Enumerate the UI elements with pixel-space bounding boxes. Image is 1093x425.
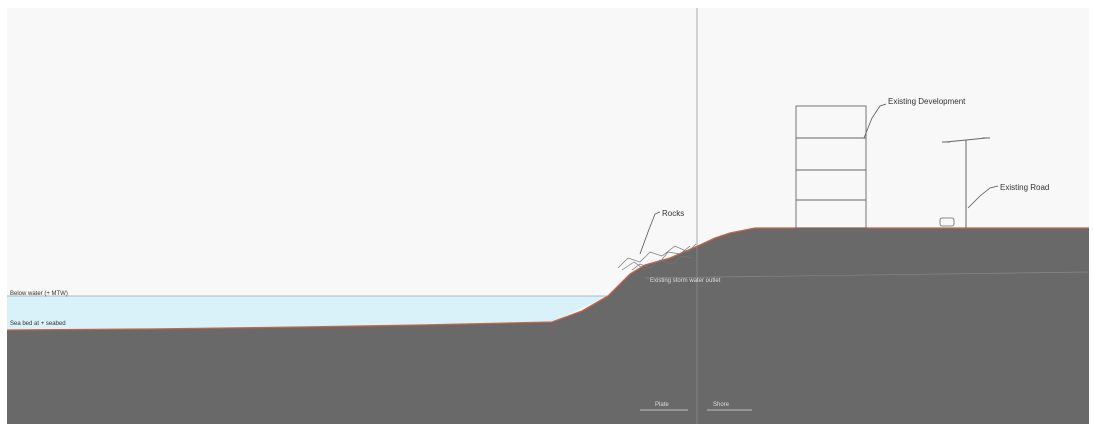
ground-section (7, 228, 1089, 424)
ground-profile-line (6, 227, 1089, 331)
vehicle-icon (939, 217, 955, 227)
existing-development-building (795, 105, 867, 229)
rocks-leader-line (639, 211, 661, 255)
seabed-level-label: Sea bed at + seabed (10, 321, 66, 327)
sea-side-label: Plate (655, 402, 669, 408)
existing-road-label: Existing Road (1000, 183, 1049, 192)
water-table-line (644, 271, 1090, 279)
land-side-label: Shore (713, 402, 730, 408)
street-light (942, 137, 990, 228)
design-water-level-label: Below water (+ MTW) (10, 291, 68, 297)
water-body (7, 296, 608, 330)
water-table-label: Existing storm water outlet (650, 278, 721, 284)
existing-road-leader-line (967, 185, 999, 209)
existing-development-leader-line (863, 103, 887, 139)
rocks-label: Rocks (662, 209, 684, 218)
existing-development-label: Existing Development (888, 97, 966, 106)
rocks-revetment (617, 243, 697, 271)
